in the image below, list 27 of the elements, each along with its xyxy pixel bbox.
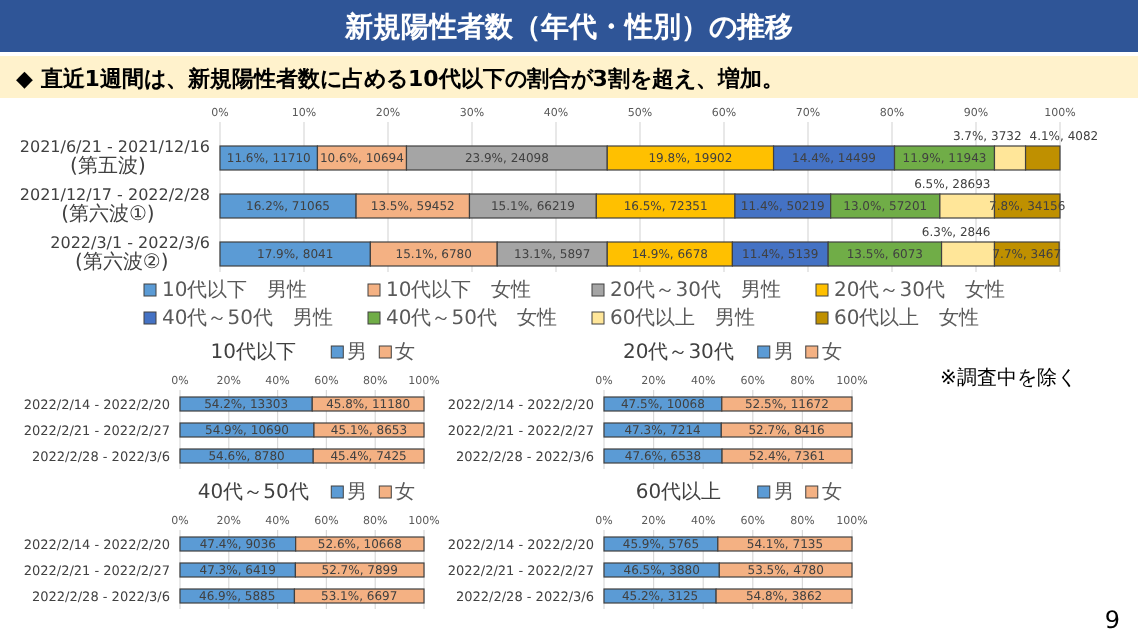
- legend-label: 女: [821, 340, 842, 364]
- legend-label: 60代以上 男性: [610, 306, 756, 330]
- chart-title: 新規陽性者数（年代・性別）の推移: [343, 10, 793, 44]
- legend-label: 男: [347, 482, 368, 504]
- chart-title: 10代以下: [210, 340, 296, 364]
- y-tick-label: 2021/12/17 - 2022/2/28 (第六波①): [19, 186, 210, 226]
- legend-label: 40代～50代 女性: [386, 306, 557, 330]
- chart-subtitle: ◆ 直近1週間は、新規陽性者数に占める10代以下の割合が3割を超え、増加。: [16, 66, 784, 92]
- y-tick-label: 2021/6/21 - 2021/12/16 (第五波): [19, 138, 210, 178]
- legend-label: 20代～30代 男性: [610, 278, 781, 302]
- chart-title: 20代～30代: [622, 342, 734, 364]
- y-tick-label: 2022/3/1 - 2022/3/6 (第六波②): [50, 234, 210, 274]
- legend-label: 60代以上 女性: [834, 306, 980, 330]
- chart-title: 40代～50代: [197, 482, 309, 504]
- text: 9: [1104, 606, 1120, 634]
- legend-label: 10代以下 女性: [386, 278, 532, 302]
- chart-title: 60代以上: [635, 480, 722, 504]
- legend-label: 女: [821, 480, 842, 504]
- legend-label: 10代以下 男性: [162, 278, 308, 302]
- legend-label: 女: [395, 480, 416, 504]
- legend-label: 男: [773, 482, 794, 504]
- legend-label: 女: [395, 340, 416, 364]
- legend-label: 男: [347, 342, 368, 364]
- legend-label: 40代～50代 男性: [162, 306, 333, 330]
- legend-label: 20代～30代 女性: [834, 278, 1005, 302]
- legend-label: 男: [773, 342, 794, 364]
- text: ※調査中を除く: [940, 366, 1077, 390]
